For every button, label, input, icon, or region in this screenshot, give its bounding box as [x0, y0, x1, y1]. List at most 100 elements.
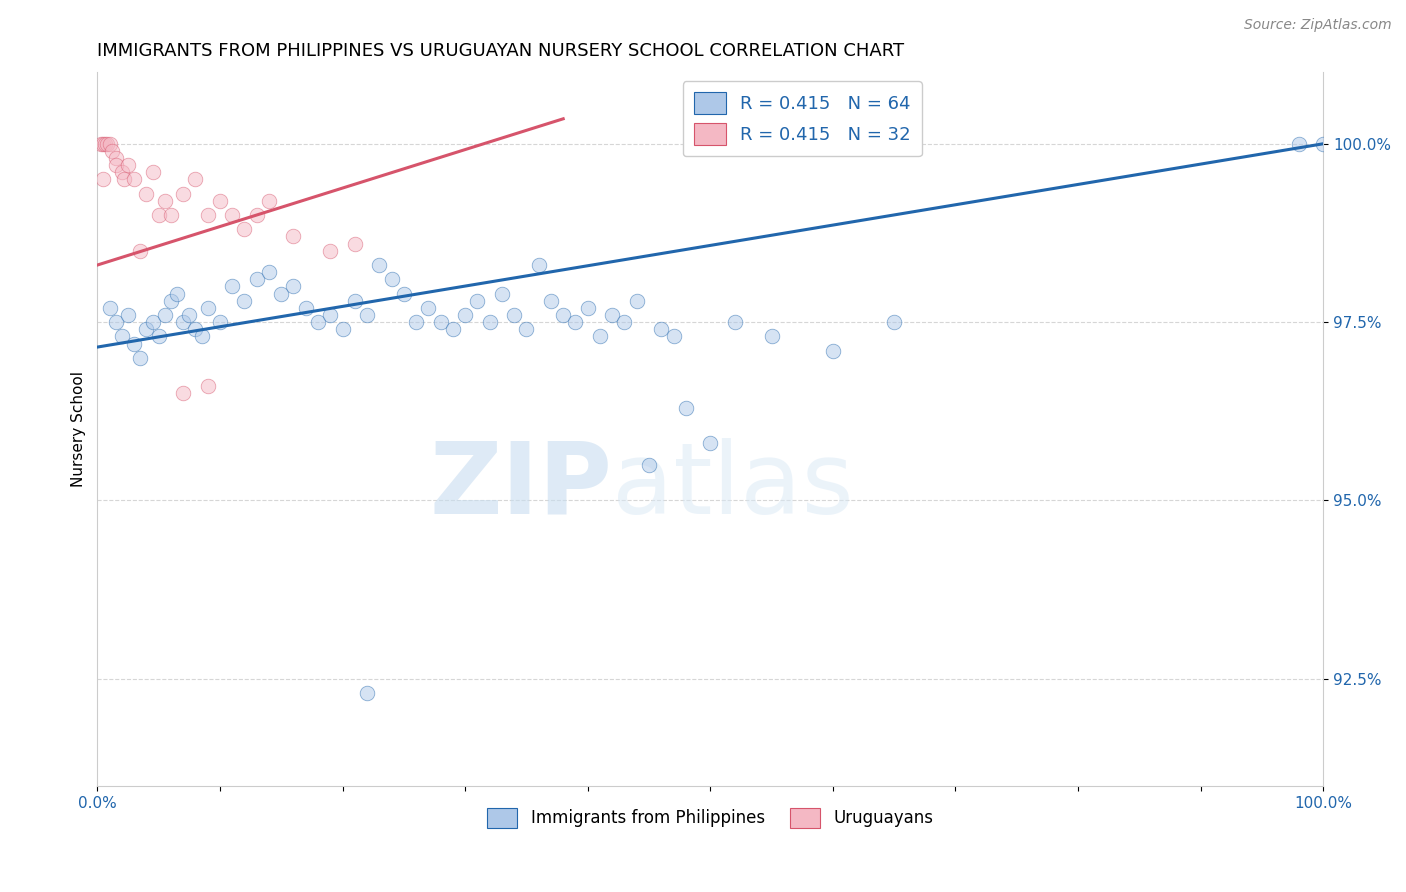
Point: [93, 136, 115, 151]
Point: [515, 322, 537, 336]
Point: [405, 315, 427, 329]
Point: [93, 172, 115, 186]
Point: [129, 244, 152, 258]
Point: [527, 258, 550, 272]
Point: [129, 351, 152, 365]
Point: [257, 194, 280, 208]
Point: [96, 136, 118, 151]
Point: [98, 136, 121, 151]
Point: [1312, 136, 1334, 151]
Point: [307, 315, 329, 329]
Point: [148, 208, 170, 222]
Point: [589, 329, 612, 343]
Point: [257, 265, 280, 279]
Point: [246, 272, 269, 286]
Text: atlas: atlas: [612, 438, 853, 534]
Point: [343, 293, 366, 308]
Point: [101, 144, 124, 158]
Point: [111, 165, 134, 179]
Point: [283, 229, 305, 244]
Point: [246, 208, 269, 222]
Point: [294, 301, 316, 315]
Point: [117, 308, 139, 322]
Point: [122, 336, 145, 351]
Point: [600, 308, 623, 322]
Point: [662, 329, 685, 343]
Point: [356, 308, 378, 322]
Point: [319, 308, 342, 322]
Point: [172, 186, 194, 201]
Point: [135, 186, 157, 201]
Point: [112, 172, 135, 186]
Point: [184, 322, 207, 336]
Point: [104, 158, 127, 172]
Point: [93, 136, 115, 151]
Point: [160, 293, 183, 308]
Y-axis label: Nursery School: Nursery School: [72, 371, 86, 487]
Point: [491, 286, 513, 301]
Point: [221, 279, 243, 293]
Point: [190, 329, 212, 343]
Point: [111, 329, 134, 343]
Text: IMMIGRANTS FROM PHILIPPINES VS URUGUAYAN NURSERY SCHOOL CORRELATION CHART: IMMIGRANTS FROM PHILIPPINES VS URUGUAYAN…: [97, 42, 904, 60]
Point: [90, 136, 112, 151]
Point: [208, 194, 231, 208]
Point: [172, 386, 194, 401]
Point: [148, 329, 170, 343]
Point: [454, 308, 477, 322]
Point: [104, 151, 127, 165]
Point: [553, 308, 575, 322]
Point: [319, 244, 342, 258]
Text: ZIP: ZIP: [429, 438, 612, 534]
Point: [381, 272, 404, 286]
Point: [117, 158, 139, 172]
Point: [724, 315, 747, 329]
Point: [540, 293, 562, 308]
Point: [197, 208, 219, 222]
Point: [392, 286, 415, 301]
Point: [153, 194, 176, 208]
Point: [613, 315, 636, 329]
Point: [160, 208, 183, 222]
Point: [184, 172, 207, 186]
Point: [221, 208, 243, 222]
Point: [356, 686, 378, 700]
Point: [343, 236, 366, 251]
Point: [166, 286, 188, 301]
Legend: Immigrants from Philippines, Uruguayans: Immigrants from Philippines, Uruguayans: [481, 801, 939, 835]
Point: [467, 293, 489, 308]
Point: [104, 315, 127, 329]
Point: [368, 258, 391, 272]
Point: [626, 293, 648, 308]
Point: [478, 315, 501, 329]
Point: [172, 315, 194, 329]
Point: [418, 301, 440, 315]
Point: [1288, 136, 1310, 151]
Point: [141, 315, 163, 329]
Point: [208, 315, 231, 329]
Point: [699, 436, 721, 450]
Point: [98, 301, 121, 315]
Point: [233, 222, 256, 236]
Point: [233, 293, 256, 308]
Point: [503, 308, 526, 322]
Point: [332, 322, 354, 336]
Point: [761, 329, 783, 343]
Point: [675, 401, 697, 415]
Point: [270, 286, 292, 301]
Point: [564, 315, 586, 329]
Text: Source: ZipAtlas.com: Source: ZipAtlas.com: [1244, 18, 1392, 32]
Point: [576, 301, 599, 315]
Point: [638, 458, 661, 472]
Point: [135, 322, 157, 336]
Point: [122, 172, 145, 186]
Point: [821, 343, 844, 358]
Point: [197, 301, 219, 315]
Point: [429, 315, 451, 329]
Point: [141, 165, 163, 179]
Point: [197, 379, 219, 393]
Point: [650, 322, 672, 336]
Point: [441, 322, 464, 336]
Point: [153, 308, 176, 322]
Point: [883, 315, 905, 329]
